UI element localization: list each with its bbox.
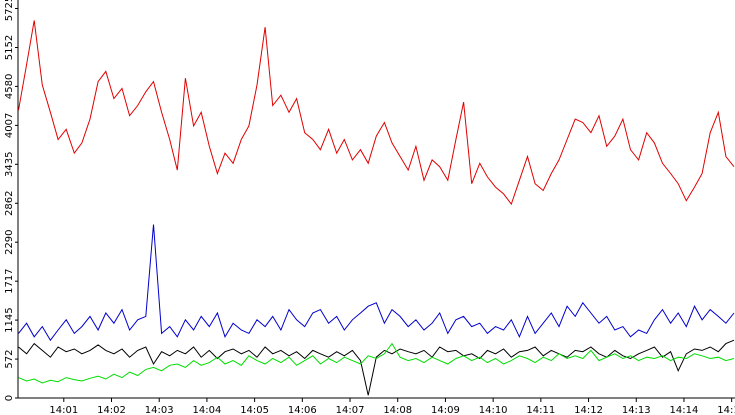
x-tick-label: 14:12 bbox=[574, 405, 603, 415]
series-line bbox=[18, 342, 735, 384]
y-tick-label: 1717 bbox=[4, 268, 15, 293]
x-tick-label: 14:14 bbox=[670, 405, 699, 415]
y-tick-label: 2862 bbox=[4, 191, 15, 216]
y-tick-label: 5725 bbox=[4, 0, 15, 21]
x-tick-label: 14:15 bbox=[717, 405, 735, 415]
x-tick-label: 14:03 bbox=[145, 405, 174, 415]
x-tick-label: 14:05 bbox=[240, 405, 269, 415]
x-tick-label: 14:06 bbox=[288, 405, 317, 415]
x-tick-label: 14:13 bbox=[622, 405, 651, 415]
x-tick-label: 14:07 bbox=[336, 405, 365, 415]
y-tick-label: 5152 bbox=[4, 35, 15, 60]
y-tick-label: 2290 bbox=[4, 229, 15, 254]
x-tick-label: 14:04 bbox=[192, 405, 221, 415]
x-tick-label: 14:01 bbox=[49, 405, 78, 415]
series-line bbox=[18, 224, 735, 342]
y-tick-label: 3435 bbox=[4, 152, 15, 177]
y-tick-label: 572 bbox=[4, 350, 15, 369]
y-tick-label: 0 bbox=[4, 395, 15, 401]
x-tick-label: 14:10 bbox=[479, 405, 508, 415]
x-tick-label: 14:11 bbox=[526, 405, 555, 415]
y-tick-label: 4007 bbox=[4, 113, 15, 138]
series-line bbox=[18, 339, 735, 396]
x-tick-label: 14:08 bbox=[383, 405, 412, 415]
y-tick-label: 1145 bbox=[4, 307, 15, 332]
x-tick-label: 14:02 bbox=[97, 405, 126, 415]
y-tick-label: 4580 bbox=[4, 74, 15, 99]
x-tick-label: 14:09 bbox=[431, 405, 460, 415]
series-line bbox=[18, 20, 735, 206]
